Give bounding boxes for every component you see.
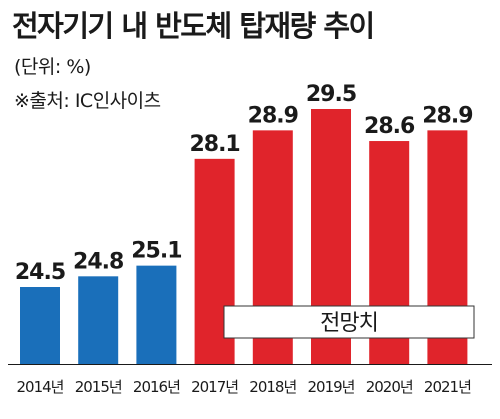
x-tick-label: 2016년 [133,378,180,396]
bar-value-label: 28.6 [364,114,415,139]
x-tick-label: 2015년 [75,378,122,396]
bar-value-label: 28.9 [422,103,472,128]
x-tick-label: 2018년 [249,378,296,396]
bar-value-label: 28.1 [189,132,239,157]
bar-value-label: 29.5 [306,82,356,107]
bar-value-label: 25.1 [131,239,181,264]
x-tick-label: 2014년 [17,378,64,396]
bar-value-label: 24.8 [73,249,123,274]
source-label: ※출처: IC인사이츠 [14,90,161,112]
bar-value-label: 24.5 [15,260,65,285]
forecast-label: 전망치 [320,311,378,336]
x-tick-label: 2021년 [424,378,471,396]
bar-value-label: 28.9 [248,103,298,128]
x-tick-label: 2020년 [366,378,413,396]
x-tick-label: 2019년 [308,378,355,396]
chart-title: 전자기기 내 반도체 탑재량 추이 [12,9,375,43]
bar-2015년 [78,276,119,364]
unit-label: (단위: %) [14,56,91,78]
forecast-box [223,305,475,339]
bar-2016년 [136,265,177,364]
bar-2014년 [20,287,60,364]
x-tick-label: 2017년 [191,378,238,396]
